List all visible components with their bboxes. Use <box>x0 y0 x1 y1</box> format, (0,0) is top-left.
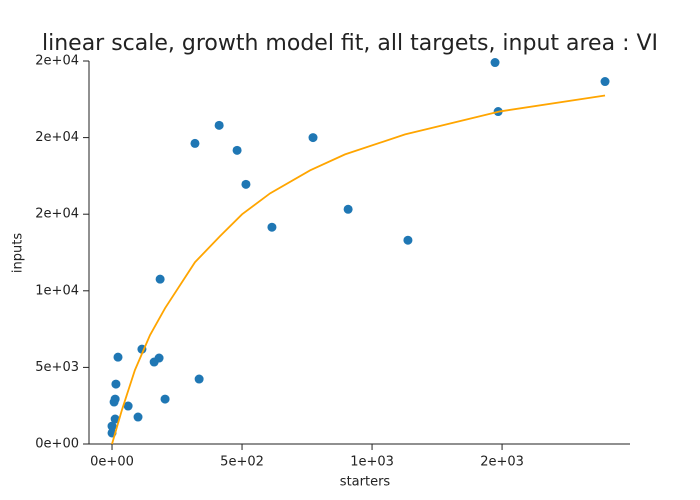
y-axis-label: inputs <box>11 233 26 273</box>
point <box>160 394 170 404</box>
point <box>190 138 200 148</box>
y-tick-label: 1e+04 <box>35 283 79 298</box>
point <box>403 235 413 245</box>
point <box>110 414 120 424</box>
point <box>111 379 121 389</box>
point <box>308 133 318 143</box>
point <box>107 421 117 431</box>
point <box>194 374 204 384</box>
x-tick-label: 5e+02 <box>220 455 264 470</box>
point <box>490 58 500 68</box>
point <box>149 357 159 367</box>
point <box>133 412 143 422</box>
point <box>123 401 133 411</box>
point <box>113 352 123 362</box>
y-tick-label: 2e+04 <box>35 54 79 69</box>
x-tick-label: 1e+03 <box>350 455 394 470</box>
point <box>232 145 242 155</box>
x-tick-label: 0e+00 <box>90 455 134 470</box>
point <box>267 222 277 232</box>
y-tick-label: 5e+03 <box>35 360 79 375</box>
point <box>343 204 353 214</box>
y-tick-label: 2e+04 <box>35 130 79 145</box>
chart-title: linear scale, growth model fit, all targ… <box>42 31 658 56</box>
point <box>214 120 224 130</box>
point <box>109 397 119 407</box>
point <box>241 179 251 189</box>
fit-line <box>111 94 606 445</box>
point <box>155 274 165 284</box>
x-tick-label: 2e+03 <box>480 455 524 470</box>
point <box>600 77 610 87</box>
y-tick-label: 2e+04 <box>35 207 79 222</box>
y-tick-label: 0e+00 <box>35 437 79 452</box>
x-axis-label: starters <box>340 475 391 490</box>
